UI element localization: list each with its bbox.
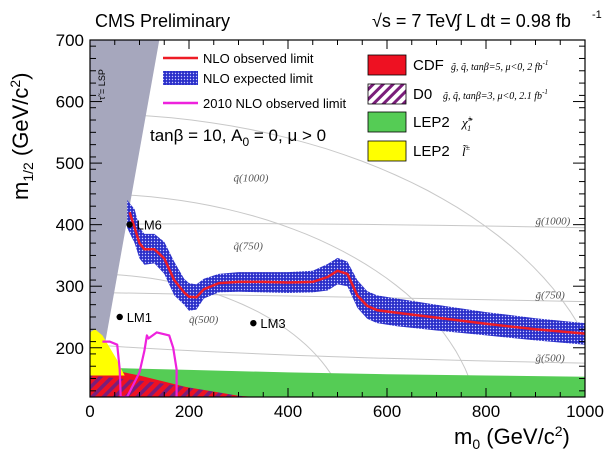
y-tick-label: 300 [56, 277, 84, 296]
y-tick-label: 700 [56, 31, 84, 50]
legend-right: CDF g̃, q̃, tanβ=5, μ<0, 2 fb-1 D0 g̃, q… [367, 54, 548, 162]
legend-lep2-slepton-name: LEP2 [413, 143, 450, 160]
x-tick-label: 0 [85, 402, 94, 421]
params-label: tanβ = 10, A0 = 0, μ > 0 [150, 126, 326, 149]
obs-2010-line [102, 331, 178, 397]
d0-region [90, 375, 256, 397]
lumi-sup: -1 [592, 9, 602, 21]
legend-cdf-name: CDF [413, 57, 444, 74]
x-tick-label: 1000 [566, 402, 604, 421]
legend-observed-label: NLO observed limit [203, 51, 314, 66]
contour-label-3: g̃(500) [536, 352, 566, 364]
gluino-contour-0 [90, 344, 585, 364]
limit-curves [102, 200, 585, 397]
lm-label-lm6: LM6 [137, 218, 162, 233]
squark-contour-0 [90, 273, 344, 397]
legend-lep2-slepton-desc: l̃± [462, 143, 471, 159]
x-tick-label: 800 [472, 402, 500, 421]
x-tick-label: 600 [373, 402, 401, 421]
legend-d0-name: D0 [413, 86, 432, 103]
plot-area: q̃(500) q̃(750) q̃(1000) g̃(500) g̃(750) g̃(1… [90, 40, 585, 397]
lm-label-lm3: LM3 [260, 316, 285, 331]
legend-cdf-swatch [367, 54, 407, 76]
legend-expected-label: NLO expected limit [203, 71, 313, 86]
gluino-contour-2 [90, 223, 585, 229]
y-axis-title: m1/2 (GeV/c2) [7, 73, 36, 201]
energy-label: √s = 7 TeV, [372, 11, 460, 31]
squark-contour-2 [90, 113, 585, 338]
y-tick-label: 600 [56, 93, 84, 112]
stau-lsp-label: τ̃ = LSP [97, 69, 107, 100]
y-tick-label: 200 [56, 339, 84, 358]
stau-lsp-region [90, 40, 160, 373]
lm-points: LM1 LM3 LM6 [116, 218, 286, 331]
squark-contour-1 [90, 193, 476, 397]
legend-lep2-chargino-desc: χ̃± 1 [460, 114, 474, 133]
x-tick-label: 400 [274, 402, 302, 421]
observed-limit-line [128, 211, 585, 335]
legend-lep2-chargino-name: LEP2 [413, 114, 450, 131]
gluino-contour-1 [90, 291, 585, 303]
contour-label-1: q̃(750) [234, 240, 264, 252]
lumi-label: ∫ L dt = 0.98 fb [454, 11, 571, 31]
contour-label-4: g̃(750) [536, 290, 566, 302]
mass-contours: q̃(500) q̃(750) q̃(1000) g̃(500) g̃(750) g̃(1… [90, 113, 585, 397]
y-tick-label: 500 [56, 154, 84, 173]
x-tick-label: 200 [175, 402, 203, 421]
lm-label-lm1: LM1 [127, 310, 152, 325]
legend-cdf-desc: g̃, q̃, tanβ=5, μ<0, 2 fb-1 [451, 59, 548, 73]
legend-left: NLO observed limit NLO expected limit 20… [163, 51, 346, 111]
lm-point-lm3 [250, 319, 257, 327]
legend-2010-label: 2010 NLO observed limit [203, 96, 346, 111]
axis-ticks: 0 200 400 600 800 1000 200 300 400 500 600 700 [56, 31, 604, 421]
contour-label-2: q̃(1000) [234, 173, 269, 185]
x-axis-title: m0 (GeV/c2) [454, 423, 570, 452]
legend-d0-swatch [367, 83, 407, 105]
lep2-chargino-region [90, 367, 585, 397]
excluded-regions [90, 40, 585, 397]
legend-expected-swatch [163, 71, 198, 85]
legend-d0-desc: g̃, q̃, tanβ=3, μ<0, 2.1 fb-1 [443, 88, 548, 102]
lm-point-lm1 [116, 313, 123, 321]
lep2-slepton-region [90, 329, 125, 376]
lm-point-lm6 [126, 221, 133, 228]
contour-label-5: g̃(1000) [536, 216, 571, 228]
legend-lep2-slepton-swatch [367, 140, 407, 162]
legend-lep2-chargino-swatch [367, 111, 407, 133]
y-tick-label: 400 [56, 216, 84, 235]
contour-label-0: q̃(500) [189, 314, 219, 326]
chart-title: CMS Preliminary [95, 11, 230, 31]
